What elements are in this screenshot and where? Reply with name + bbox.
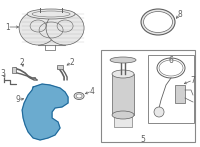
Text: 8: 8 (178, 10, 182, 19)
Text: 1: 1 (5, 22, 9, 31)
Polygon shape (38, 11, 65, 45)
Bar (175, 85, 185, 103)
Bar (57, 65, 63, 69)
Bar (101, 50, 195, 142)
Ellipse shape (76, 94, 82, 98)
Text: 2: 2 (20, 57, 24, 66)
Ellipse shape (19, 11, 57, 45)
Text: 2: 2 (70, 57, 74, 66)
Text: 3: 3 (1, 69, 6, 77)
Polygon shape (22, 84, 68, 140)
Circle shape (154, 107, 164, 117)
Ellipse shape (27, 9, 75, 19)
Bar (148, 55, 194, 123)
Ellipse shape (46, 11, 84, 45)
Text: 9: 9 (16, 96, 21, 105)
Bar (112, 74, 134, 115)
Bar (12, 67, 16, 73)
Text: 4: 4 (90, 86, 94, 96)
Ellipse shape (110, 57, 136, 63)
Ellipse shape (112, 111, 134, 119)
Text: 5: 5 (141, 135, 145, 143)
Bar (114, 117, 132, 127)
Text: 7: 7 (191, 76, 195, 85)
Text: 6: 6 (169, 56, 173, 65)
Ellipse shape (74, 92, 84, 100)
Ellipse shape (112, 70, 134, 78)
